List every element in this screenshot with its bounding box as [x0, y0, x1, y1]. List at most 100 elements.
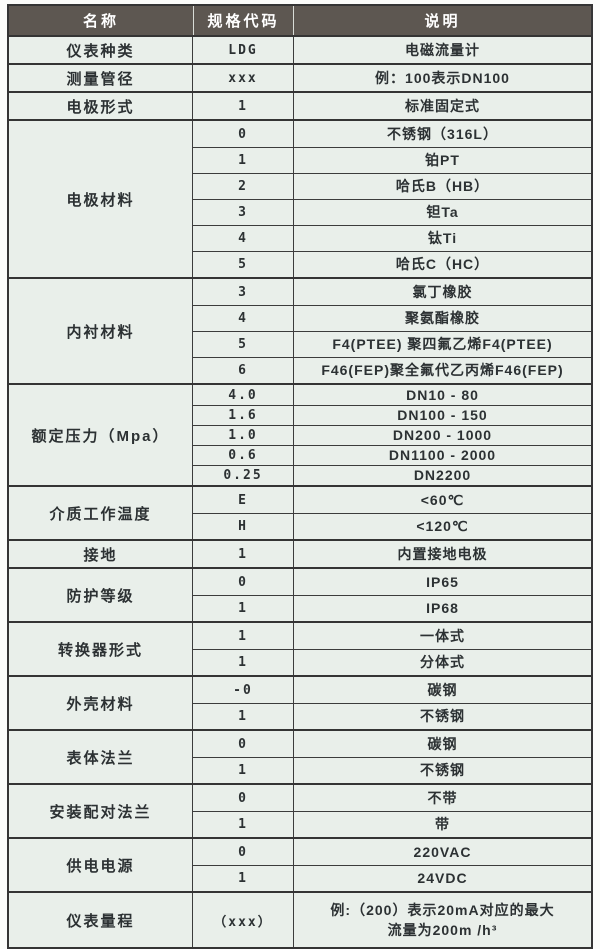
spec-code-cell: LDG	[193, 37, 294, 63]
spec-code-cell: -0	[193, 677, 294, 703]
spec-section-name: 电极材料	[9, 121, 193, 277]
table-row: 0.25 DN2200	[193, 465, 591, 485]
table-row: 0 IP65	[193, 569, 591, 595]
spec-desc-cell: 碳钢	[427, 735, 458, 752]
spec-code-cell: 0	[193, 839, 294, 865]
table-row: 6 F46(FEP)聚全氟代乙丙烯F46(FEP)	[193, 357, 591, 383]
spec-code-cell: 0	[193, 731, 294, 757]
spec-section-name: 供电电源	[9, 839, 193, 891]
spec-section: 供电电源 0 220VAC 1 24VDC	[9, 837, 591, 891]
table-row: E <60℃	[193, 487, 591, 513]
table-row: 1 不锈钢	[193, 757, 591, 783]
spec-section-name: 表体法兰	[9, 731, 193, 783]
spec-desc-cell: 带	[435, 816, 450, 833]
spec-code-cell: 1	[193, 650, 294, 675]
spec-section-name: 安装配对法兰	[9, 785, 193, 837]
spec-section: 电极形式 1 标准固定式	[9, 91, 591, 119]
spec-code-cell: （xxx）	[193, 893, 294, 947]
spec-section: 仪表量程 （xxx） 例:（200）表示20mA对应的最大 流量为200m /h³	[9, 891, 591, 947]
spec-desc-cell: DN2200	[413, 467, 472, 484]
spec-section-name: 仪表量程	[9, 893, 193, 947]
spec-section-name: 防护等级	[9, 569, 193, 621]
spec-desc-cell: 不锈钢（316L）	[387, 125, 498, 142]
table-row: 0 不锈钢（316L）	[193, 121, 591, 147]
spec-code-cell: 1	[193, 812, 294, 837]
table-row: -0 碳钢	[193, 677, 591, 703]
table-row: 1.0 DN200 - 1000	[193, 425, 591, 445]
spec-code-cell: 3	[193, 279, 294, 305]
spec-section: 电极材料 0 不锈钢（316L） 1 铂PT 2 哈氏B（HB） 3 钽Ta 4 钛Ti 5 哈氏C（H…	[9, 119, 591, 277]
table-row: 2 哈氏B（HB）	[193, 173, 591, 199]
spec-code-cell: 4	[193, 226, 294, 251]
spec-desc-cell: 哈氏C（HC）	[395, 256, 490, 273]
spec-section-rows: 0 不带 1 带	[193, 785, 591, 837]
table-row: 5 哈氏C（HC）	[193, 251, 591, 277]
table-row: （xxx） 例:（200）表示20mA对应的最大 流量为200m /h³	[193, 893, 591, 947]
spec-desc-cell: 碳钢	[427, 681, 458, 698]
spec-section-rows: 3 氯丁橡胶 4 聚氨酯橡胶 5 F4(PTEE) 聚四氟乙烯F4(PTEE) 6 F46(F…	[193, 279, 591, 383]
spec-desc-cell: <120℃	[416, 518, 469, 535]
spec-code-cell: xxx	[193, 65, 294, 91]
spec-section: 介质工作温度 E <60℃ H <120℃	[9, 485, 591, 539]
spec-table-body: 仪表种类 LDG 电磁流量计 测量管径 xxx 例：100表示DN100 电极形式 1 标准固定…	[9, 35, 591, 947]
spec-section: 防护等级 0 IP65 1 IP68	[9, 567, 591, 621]
table-row: 1 铂PT	[193, 147, 591, 173]
spec-section: 额定压力（Mpa） 4.0 DN10 - 80 1.6 DN100 - 150 1.0 DN…	[9, 383, 591, 485]
table-row: LDG 电磁流量计	[193, 37, 591, 63]
table-row: 1.6 DN100 - 150	[193, 405, 591, 425]
table-header-row: 名称 规格代码 说明	[9, 6, 591, 35]
spec-desc-cell: 电磁流量计	[405, 41, 480, 58]
spec-code-cell: H	[193, 514, 294, 539]
table-row: 3 钽Ta	[193, 199, 591, 225]
table-row: H <120℃	[193, 513, 591, 539]
table-row: 4 聚氨酯橡胶	[193, 305, 591, 331]
header-cell-name: 名称	[82, 13, 119, 30]
table-row: 1 IP68	[193, 595, 591, 621]
spec-code-cell: 1	[193, 623, 294, 649]
spec-code-cell: 0	[193, 569, 294, 595]
spec-section-name: 电极形式	[9, 93, 193, 119]
table-row: 1 分体式	[193, 649, 591, 675]
spec-table: 名称 规格代码 说明 仪表种类 LDG 电磁流量计 测量管径 xxx 例：100表示DN1…	[7, 4, 593, 949]
spec-desc-cell: DN100 - 150	[397, 407, 488, 424]
spec-section: 内衬材料 3 氯丁橡胶 4 聚氨酯橡胶 5 F4(PTEE) 聚四氟乙烯F4(PTEE) 6 F…	[9, 277, 591, 383]
spec-desc-cell: IP65	[426, 573, 459, 590]
table-row: 3 氯丁橡胶	[193, 279, 591, 305]
spec-code-cell: 1	[193, 704, 294, 729]
spec-code-cell: 1	[193, 541, 294, 567]
spec-desc-cell: DN1100 - 2000	[388, 447, 497, 464]
spec-section-rows: 4.0 DN10 - 80 1.6 DN100 - 150 1.0 DN200 - 100…	[193, 385, 591, 485]
spec-section-rows: 1 内置接地电极	[193, 541, 591, 567]
spec-section-rows: 1 一体式 1 分体式	[193, 623, 591, 675]
spec-desc-cell: IP68	[426, 600, 459, 617]
table-row: 1 内置接地电极	[193, 541, 591, 567]
spec-code-cell: 4	[193, 306, 294, 331]
spec-desc-cell: F4(PTEE) 聚四氟乙烯F4(PTEE)	[332, 336, 553, 353]
spec-desc-cell: 分体式	[420, 654, 465, 671]
spec-desc-cell: 聚氨酯橡胶	[405, 310, 480, 327]
table-row: 1 标准固定式	[193, 93, 591, 119]
spec-desc-cell: 不带	[427, 789, 458, 806]
spec-code-cell: 0	[193, 785, 294, 811]
spec-section-name: 外壳材料	[9, 677, 193, 729]
header-cell-code: 规格代码	[193, 6, 294, 35]
spec-code-cell: 0.6	[193, 446, 294, 465]
spec-code-cell: 6	[193, 358, 294, 383]
spec-code-cell: 1	[193, 148, 294, 173]
spec-code-cell: 3	[193, 200, 294, 225]
spec-desc-cell: DN10 - 80	[406, 386, 479, 403]
spec-section: 安装配对法兰 0 不带 1 带	[9, 783, 591, 837]
spec-desc-cell: 例:（200）表示20mA对应的最大 流量为200m /h³	[330, 901, 555, 938]
spec-section-name: 内衬材料	[9, 279, 193, 383]
spec-section-rows: 1 标准固定式	[193, 93, 591, 119]
table-row: 0 碳钢	[193, 731, 591, 757]
spec-code-cell: 1.6	[193, 406, 294, 425]
spec-desc-cell: 氯丁橡胶	[412, 283, 473, 300]
spec-desc-cell: 一体式	[420, 627, 465, 644]
spec-code-cell: 4.0	[193, 385, 294, 405]
spec-code-cell: 0	[193, 121, 294, 147]
spec-desc-cell: 哈氏B（HB）	[395, 178, 490, 195]
table-row: 1 不锈钢	[193, 703, 591, 729]
table-row: 5 F4(PTEE) 聚四氟乙烯F4(PTEE)	[193, 331, 591, 357]
